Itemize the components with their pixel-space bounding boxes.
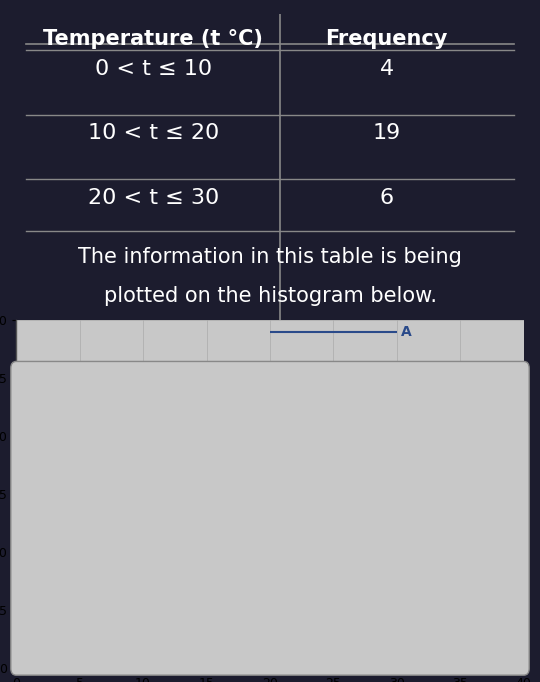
Text: F: F: [401, 615, 410, 629]
Text: Temperature (t °C): Temperature (t °C): [43, 29, 263, 49]
Text: 0 < t ≤ 10: 0 < t ≤ 10: [94, 59, 212, 79]
Text: The information in this table is being: The information in this table is being: [78, 247, 462, 267]
Text: Frequency: Frequency: [326, 29, 448, 49]
Text: 19: 19: [373, 123, 401, 143]
Text: C: C: [401, 441, 411, 455]
Text: 10 < t ≤ 20: 10 < t ≤ 20: [87, 123, 219, 143]
Text: plotted on the histogram below.: plotted on the histogram below.: [104, 286, 436, 306]
Text: 4: 4: [380, 59, 394, 79]
Text: bar for the 20 < t ≤ 30 class should be: bar for the 20 < t ≤ 30 class should be: [66, 366, 474, 386]
Bar: [16, 622, 143, 668]
Text: Which letter marks where the top of the: Which letter marks where the top of the: [61, 326, 479, 346]
Bar: [143, 448, 270, 668]
Text: E: E: [401, 580, 410, 594]
Text: 6: 6: [380, 188, 394, 207]
Text: drawn?: drawn?: [232, 406, 308, 426]
Text: D: D: [401, 546, 412, 559]
Text: 20 < t ≤ 30: 20 < t ≤ 30: [87, 188, 219, 207]
Text: B: B: [401, 371, 411, 385]
Text: A: A: [401, 325, 411, 339]
